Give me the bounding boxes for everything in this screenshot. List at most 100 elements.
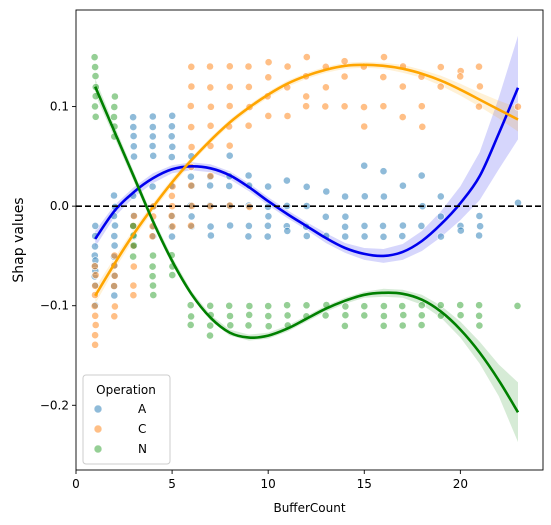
point-A — [341, 222, 349, 231]
point-A — [168, 142, 177, 151]
point-A — [149, 151, 158, 160]
point-A — [379, 221, 387, 230]
point-A — [264, 182, 272, 191]
plot-frame — [75, 9, 544, 471]
point-C — [360, 103, 368, 111]
point-N — [513, 301, 522, 310]
point-C — [91, 271, 100, 279]
point-C — [167, 211, 176, 220]
point-N — [283, 301, 291, 310]
point-N — [206, 301, 215, 310]
point-N — [475, 301, 483, 310]
point-C — [111, 302, 119, 311]
point-A — [226, 221, 234, 230]
point-A — [302, 232, 311, 240]
point-C — [187, 143, 196, 151]
point-A — [206, 181, 214, 190]
point-C — [340, 102, 349, 111]
point-C — [206, 83, 215, 92]
point-A — [167, 132, 176, 141]
point-A — [129, 123, 138, 131]
point-A — [436, 212, 445, 221]
point-N — [110, 103, 119, 111]
x-tick-label: 5 — [168, 477, 176, 491]
point-N — [456, 311, 465, 320]
point-A — [91, 242, 99, 251]
point-A — [148, 142, 157, 150]
legend-title: Operation — [96, 383, 156, 397]
point-C — [244, 83, 253, 91]
point-N — [148, 262, 157, 271]
y-tick-label: −0.2 — [40, 398, 69, 412]
point-C — [91, 281, 99, 290]
point-C — [360, 122, 369, 131]
point-N — [417, 301, 426, 310]
point-N — [436, 301, 445, 310]
point-A — [244, 171, 253, 180]
point-N — [360, 311, 369, 320]
point-A — [186, 172, 195, 181]
point-C — [380, 53, 388, 61]
point-A — [360, 192, 369, 201]
point-N — [226, 321, 235, 330]
point-C — [110, 271, 119, 280]
legend: Operation ACN — [82, 374, 171, 465]
point-C — [206, 62, 214, 71]
point-A — [341, 232, 350, 241]
point-C — [90, 262, 99, 271]
point-A — [321, 212, 330, 221]
point-N — [129, 241, 138, 250]
point-N — [111, 92, 119, 101]
point-N — [129, 252, 137, 261]
point-A — [206, 231, 215, 240]
point-C — [206, 102, 215, 111]
point-A — [129, 132, 138, 140]
point-C — [514, 102, 522, 111]
point-C — [206, 172, 215, 180]
point-A — [379, 232, 388, 241]
legend-label-A: A — [138, 402, 147, 416]
point-C — [283, 62, 292, 71]
point-A — [341, 192, 349, 201]
x-axis-label: BufferCount — [273, 501, 345, 515]
point-N — [379, 312, 388, 320]
point-C — [379, 102, 388, 111]
point-N — [244, 321, 253, 330]
point-C — [302, 102, 310, 111]
point-A — [398, 181, 407, 190]
point-A — [398, 232, 407, 240]
point-N — [206, 321, 215, 330]
point-C — [398, 113, 407, 121]
point-C — [110, 312, 119, 321]
point-N — [264, 312, 273, 320]
point-N — [379, 302, 388, 310]
point-A — [322, 187, 331, 196]
point-N — [456, 301, 465, 309]
point-N — [341, 302, 350, 311]
point-A — [264, 212, 273, 221]
point-A — [341, 212, 350, 221]
point-C — [436, 82, 445, 91]
point-N — [186, 301, 195, 310]
point-A — [206, 222, 215, 231]
point-A — [302, 182, 311, 191]
point-N — [398, 302, 407, 310]
x-tick-label: 15 — [357, 477, 372, 491]
point-N — [168, 271, 177, 279]
point-A — [167, 153, 176, 161]
legend-marker-A — [93, 404, 103, 414]
point-N — [341, 311, 350, 320]
point-N — [149, 281, 157, 290]
point-A — [168, 111, 177, 120]
fit-curve-N — [94, 86, 520, 413]
x-tick-label: 10 — [261, 477, 276, 491]
point-C — [187, 221, 195, 230]
point-C — [264, 58, 273, 67]
point-A — [110, 241, 119, 250]
point-C — [340, 57, 349, 66]
point-A — [379, 167, 388, 176]
point-N — [225, 301, 234, 310]
point-C — [417, 102, 426, 111]
point-C — [475, 102, 483, 111]
point-A — [148, 123, 157, 131]
